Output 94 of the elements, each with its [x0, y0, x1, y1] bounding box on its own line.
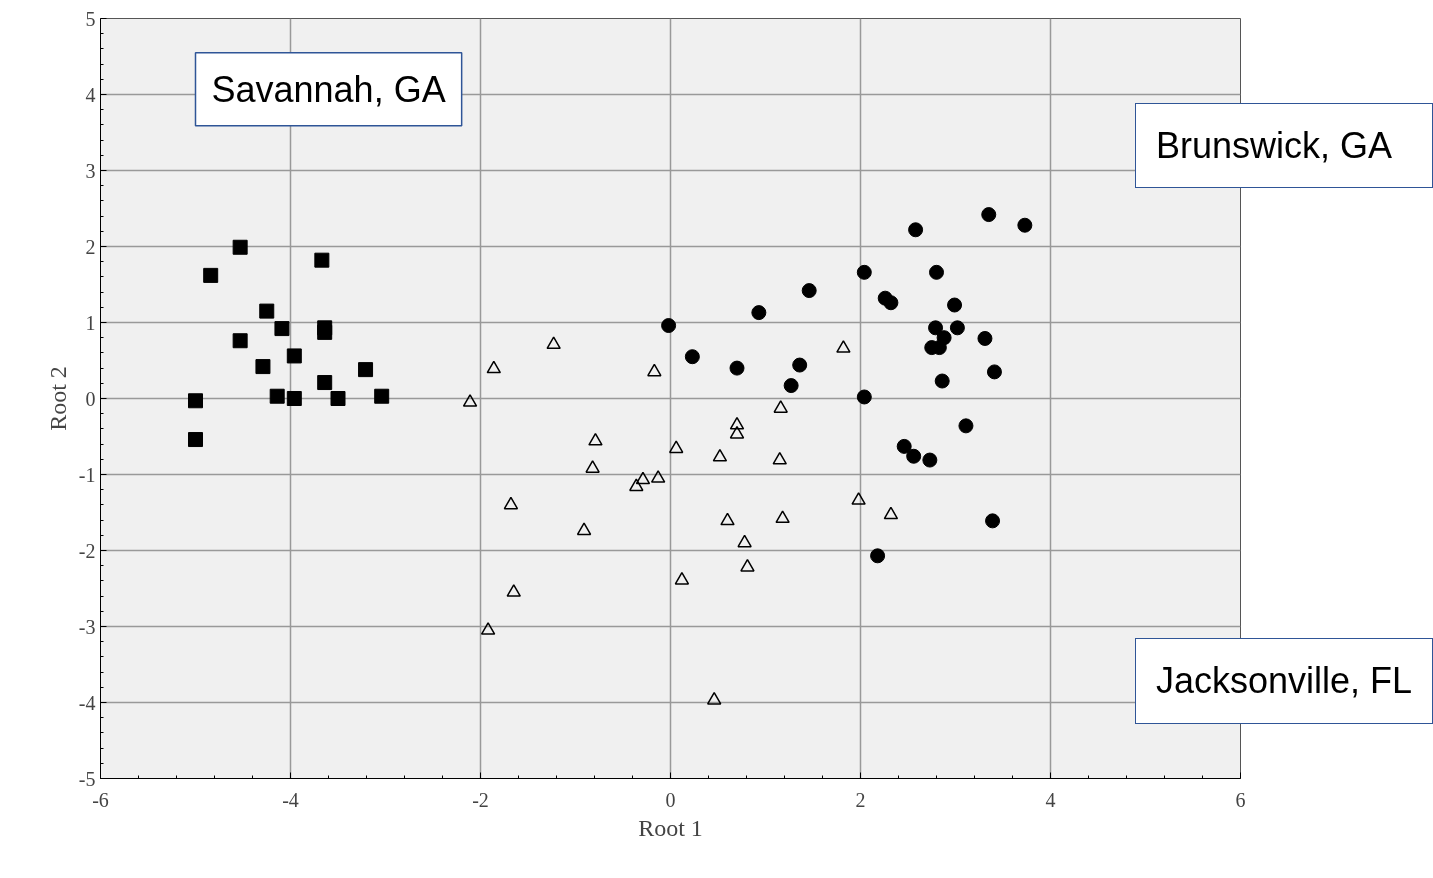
- point: [783, 378, 799, 394]
- point: [480, 622, 496, 635]
- x-axis-title: Root 1: [638, 814, 703, 841]
- point: [928, 320, 944, 336]
- point: [729, 425, 745, 439]
- y-tick-label: -2: [78, 539, 96, 562]
- point: [506, 584, 521, 597]
- point: [674, 571, 690, 585]
- point: [684, 349, 700, 365]
- point: [896, 438, 912, 454]
- point: [856, 264, 872, 280]
- point: [317, 324, 333, 340]
- point: [801, 283, 817, 299]
- point: [737, 534, 752, 548]
- point: [908, 222, 924, 238]
- point: [661, 318, 677, 334]
- x-tick-label: -2: [472, 788, 489, 811]
- y-axis-title: Root 2: [44, 366, 71, 431]
- y-tick-label: 5: [85, 7, 96, 30]
- point: [773, 400, 788, 413]
- point: [462, 394, 478, 407]
- point: [330, 391, 346, 406]
- point: [929, 264, 944, 280]
- point: [232, 333, 248, 349]
- text: Savannah, GA: [211, 68, 446, 110]
- point: [486, 360, 502, 374]
- point: [851, 492, 866, 505]
- point: [1017, 217, 1033, 233]
- point: [314, 252, 330, 268]
- point: [720, 512, 735, 526]
- y-tick-label: 0: [85, 387, 96, 410]
- x-tick-label: -6: [92, 788, 109, 811]
- y-tick-label: -3: [78, 615, 96, 638]
- y-tick-label: 4: [85, 83, 96, 106]
- y-tick-label: 2: [85, 235, 96, 258]
- x-tick-label: 6: [1235, 788, 1246, 811]
- y-tick-label: -5: [78, 767, 96, 790]
- point: [906, 448, 922, 464]
- point: [588, 432, 603, 446]
- point: [650, 470, 666, 483]
- point: [188, 393, 203, 409]
- point: [274, 321, 290, 337]
- point: [503, 496, 519, 510]
- point: [775, 510, 790, 524]
- point: [712, 448, 728, 462]
- point: [949, 320, 965, 336]
- point: [635, 471, 651, 485]
- point: [977, 330, 993, 346]
- point: [546, 336, 561, 350]
- point: [647, 363, 662, 377]
- x-tick-label: 0: [665, 788, 676, 811]
- point: [986, 364, 1002, 380]
- point: [947, 297, 963, 313]
- point: [772, 451, 787, 465]
- point: [576, 522, 592, 536]
- point: [203, 267, 219, 283]
- point: [358, 362, 374, 378]
- point: [985, 513, 1001, 529]
- point: [259, 303, 275, 319]
- y-tick-label: 1: [85, 311, 96, 334]
- point: [740, 558, 755, 572]
- x-tick-label: 4: [1045, 788, 1056, 811]
- point: [870, 548, 886, 564]
- point: [374, 388, 390, 404]
- point: [188, 432, 203, 448]
- point: [286, 391, 302, 406]
- point: [922, 452, 938, 468]
- point: [958, 418, 974, 434]
- point: [883, 295, 899, 311]
- point: [883, 506, 899, 520]
- point: [629, 478, 644, 492]
- text: Jacksonville, FL: [1156, 659, 1413, 704]
- point: [286, 348, 302, 364]
- point: [232, 239, 248, 255]
- point: [751, 305, 767, 321]
- point: [317, 375, 333, 391]
- y-tick-label: -1: [78, 463, 96, 486]
- point: [255, 359, 271, 375]
- point: [706, 691, 722, 705]
- point: [729, 360, 745, 376]
- point: [836, 340, 851, 353]
- point: [269, 388, 285, 404]
- x-tick-label: 2: [855, 788, 866, 811]
- y-tick-label: 3: [85, 159, 96, 182]
- point: [856, 389, 872, 405]
- point: [981, 207, 997, 223]
- point: [934, 373, 950, 389]
- x-tick-label: -4: [282, 788, 299, 811]
- text: Brunswick, GA: [1156, 124, 1393, 168]
- point: [729, 416, 745, 430]
- point: [792, 357, 808, 373]
- y-tick-label: -4: [78, 691, 96, 714]
- point: [585, 460, 600, 473]
- point: [668, 440, 684, 454]
